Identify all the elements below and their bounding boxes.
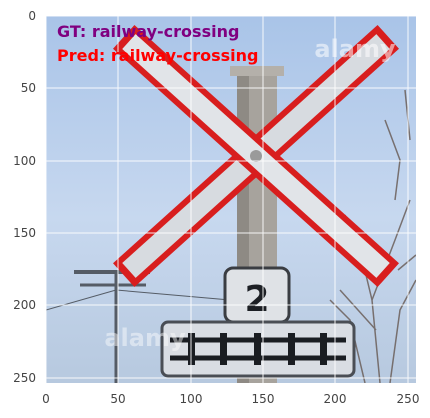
sign-number: 2 [244,279,269,320]
crossbuck-sign [113,25,399,287]
track-number-sign: 2 [223,266,291,324]
grid [45,15,416,383]
track-diagram-sign [160,320,356,378]
ground-truth-label: GT: railway-crossing [57,22,239,41]
x-tick-label: 100 [180,392,203,406]
watermark: alamy [104,324,186,352]
y-tick-label: 100 [13,154,36,168]
x-tick-label: 200 [324,392,347,406]
watermark: alamy [314,35,396,63]
y-tick-label: 200 [13,298,36,312]
y-tick-label: 250 [13,371,36,385]
y-tick-label: 50 [21,81,36,95]
prediction-label: Pred: railway-crossing [57,46,258,65]
y-tick-label: 150 [13,226,36,240]
x-axis: 0 50 100 150 200 250 [42,392,419,406]
x-tick-label: 150 [252,392,275,406]
photo: 2 alamy alamy [46,16,416,383]
y-tick-label: 0 [28,9,36,23]
x-tick-label: 0 [42,392,50,406]
x-tick-label: 50 [110,392,125,406]
x-tick-label: 250 [397,392,420,406]
y-axis: 0 50 100 150 200 250 [13,9,36,385]
